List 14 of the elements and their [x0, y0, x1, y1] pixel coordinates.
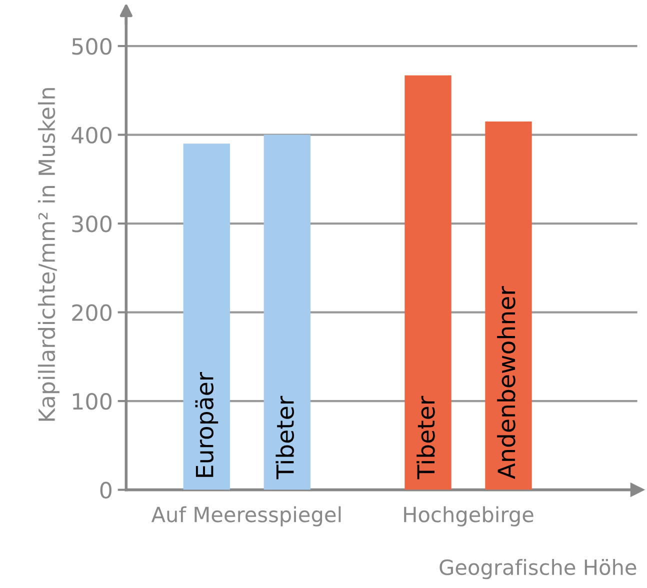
x-tick-label: Tibeter: [416, 396, 435, 480]
y-tick-label: 100: [72, 393, 112, 410]
y-tick-label: 500: [72, 38, 112, 55]
x-tick-label: Europäer: [195, 372, 218, 477]
x-axis-title: Geografische Höhe: [440, 559, 636, 580]
y-tick-label: 200: [72, 304, 112, 322]
x-tick-label: Andenbewohner: [497, 286, 516, 479]
y-tick-label: 400: [72, 126, 112, 144]
y-tick-label: 0: [100, 482, 112, 499]
y-tick-label: 300: [72, 215, 112, 232]
text: Auf Meeresspiegel: [151, 506, 341, 526]
x-tick-label: Tibeter: [276, 396, 294, 480]
text: Hochgebirge: [404, 506, 534, 526]
y-axis-title: Kapillardichte/mm² in Muskeln: [38, 88, 60, 421]
